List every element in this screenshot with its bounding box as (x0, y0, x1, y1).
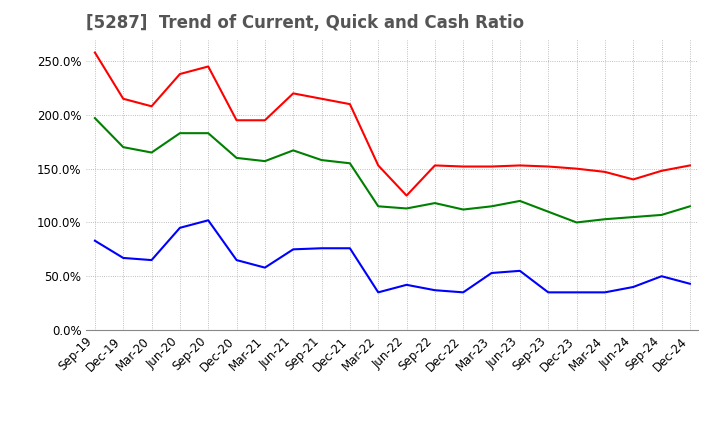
Quick Ratio (204, 131, 212, 136)
Current Ratio (487, 164, 496, 169)
Quick Ratio (402, 206, 411, 211)
Current Ratio (374, 163, 382, 168)
Quick Ratio (289, 148, 297, 153)
Cash Ratio (91, 238, 99, 243)
Current Ratio (148, 104, 156, 109)
Current Ratio (346, 102, 354, 107)
Current Ratio (176, 71, 184, 77)
Quick Ratio (91, 115, 99, 121)
Cash Ratio (261, 265, 269, 270)
Quick Ratio (629, 214, 637, 220)
Current Ratio (261, 117, 269, 123)
Current Ratio (629, 177, 637, 182)
Current Ratio (204, 64, 212, 69)
Quick Ratio (233, 155, 241, 161)
Cash Ratio (289, 247, 297, 252)
Quick Ratio (459, 207, 467, 212)
Quick Ratio (685, 204, 694, 209)
Line: Cash Ratio: Cash Ratio (95, 220, 690, 292)
Cash Ratio (402, 282, 411, 287)
Cash Ratio (318, 246, 326, 251)
Quick Ratio (516, 198, 524, 204)
Quick Ratio (346, 161, 354, 166)
Current Ratio (600, 169, 609, 175)
Current Ratio (431, 163, 439, 168)
Current Ratio (459, 164, 467, 169)
Text: [5287]  Trend of Current, Quick and Cash Ratio: [5287] Trend of Current, Quick and Cash … (86, 15, 525, 33)
Quick Ratio (148, 150, 156, 155)
Quick Ratio (431, 201, 439, 206)
Cash Ratio (346, 246, 354, 251)
Cash Ratio (459, 290, 467, 295)
Cash Ratio (148, 257, 156, 263)
Cash Ratio (572, 290, 581, 295)
Quick Ratio (318, 158, 326, 163)
Cash Ratio (204, 218, 212, 223)
Cash Ratio (629, 284, 637, 290)
Current Ratio (119, 96, 127, 101)
Current Ratio (91, 50, 99, 55)
Quick Ratio (487, 204, 496, 209)
Current Ratio (657, 168, 666, 173)
Line: Current Ratio: Current Ratio (95, 52, 690, 195)
Current Ratio (289, 91, 297, 96)
Quick Ratio (600, 216, 609, 222)
Quick Ratio (572, 220, 581, 225)
Line: Quick Ratio: Quick Ratio (95, 118, 690, 223)
Cash Ratio (119, 255, 127, 260)
Cash Ratio (685, 281, 694, 286)
Quick Ratio (657, 212, 666, 217)
Current Ratio (233, 117, 241, 123)
Cash Ratio (374, 290, 382, 295)
Current Ratio (572, 166, 581, 171)
Cash Ratio (516, 268, 524, 274)
Quick Ratio (261, 158, 269, 164)
Current Ratio (685, 163, 694, 168)
Cash Ratio (657, 274, 666, 279)
Cash Ratio (544, 290, 552, 295)
Current Ratio (318, 96, 326, 101)
Cash Ratio (176, 225, 184, 231)
Cash Ratio (487, 270, 496, 275)
Current Ratio (516, 163, 524, 168)
Cash Ratio (431, 288, 439, 293)
Current Ratio (402, 193, 411, 198)
Cash Ratio (233, 257, 241, 263)
Current Ratio (544, 164, 552, 169)
Quick Ratio (374, 204, 382, 209)
Cash Ratio (600, 290, 609, 295)
Quick Ratio (544, 209, 552, 214)
Quick Ratio (119, 144, 127, 150)
Quick Ratio (176, 131, 184, 136)
